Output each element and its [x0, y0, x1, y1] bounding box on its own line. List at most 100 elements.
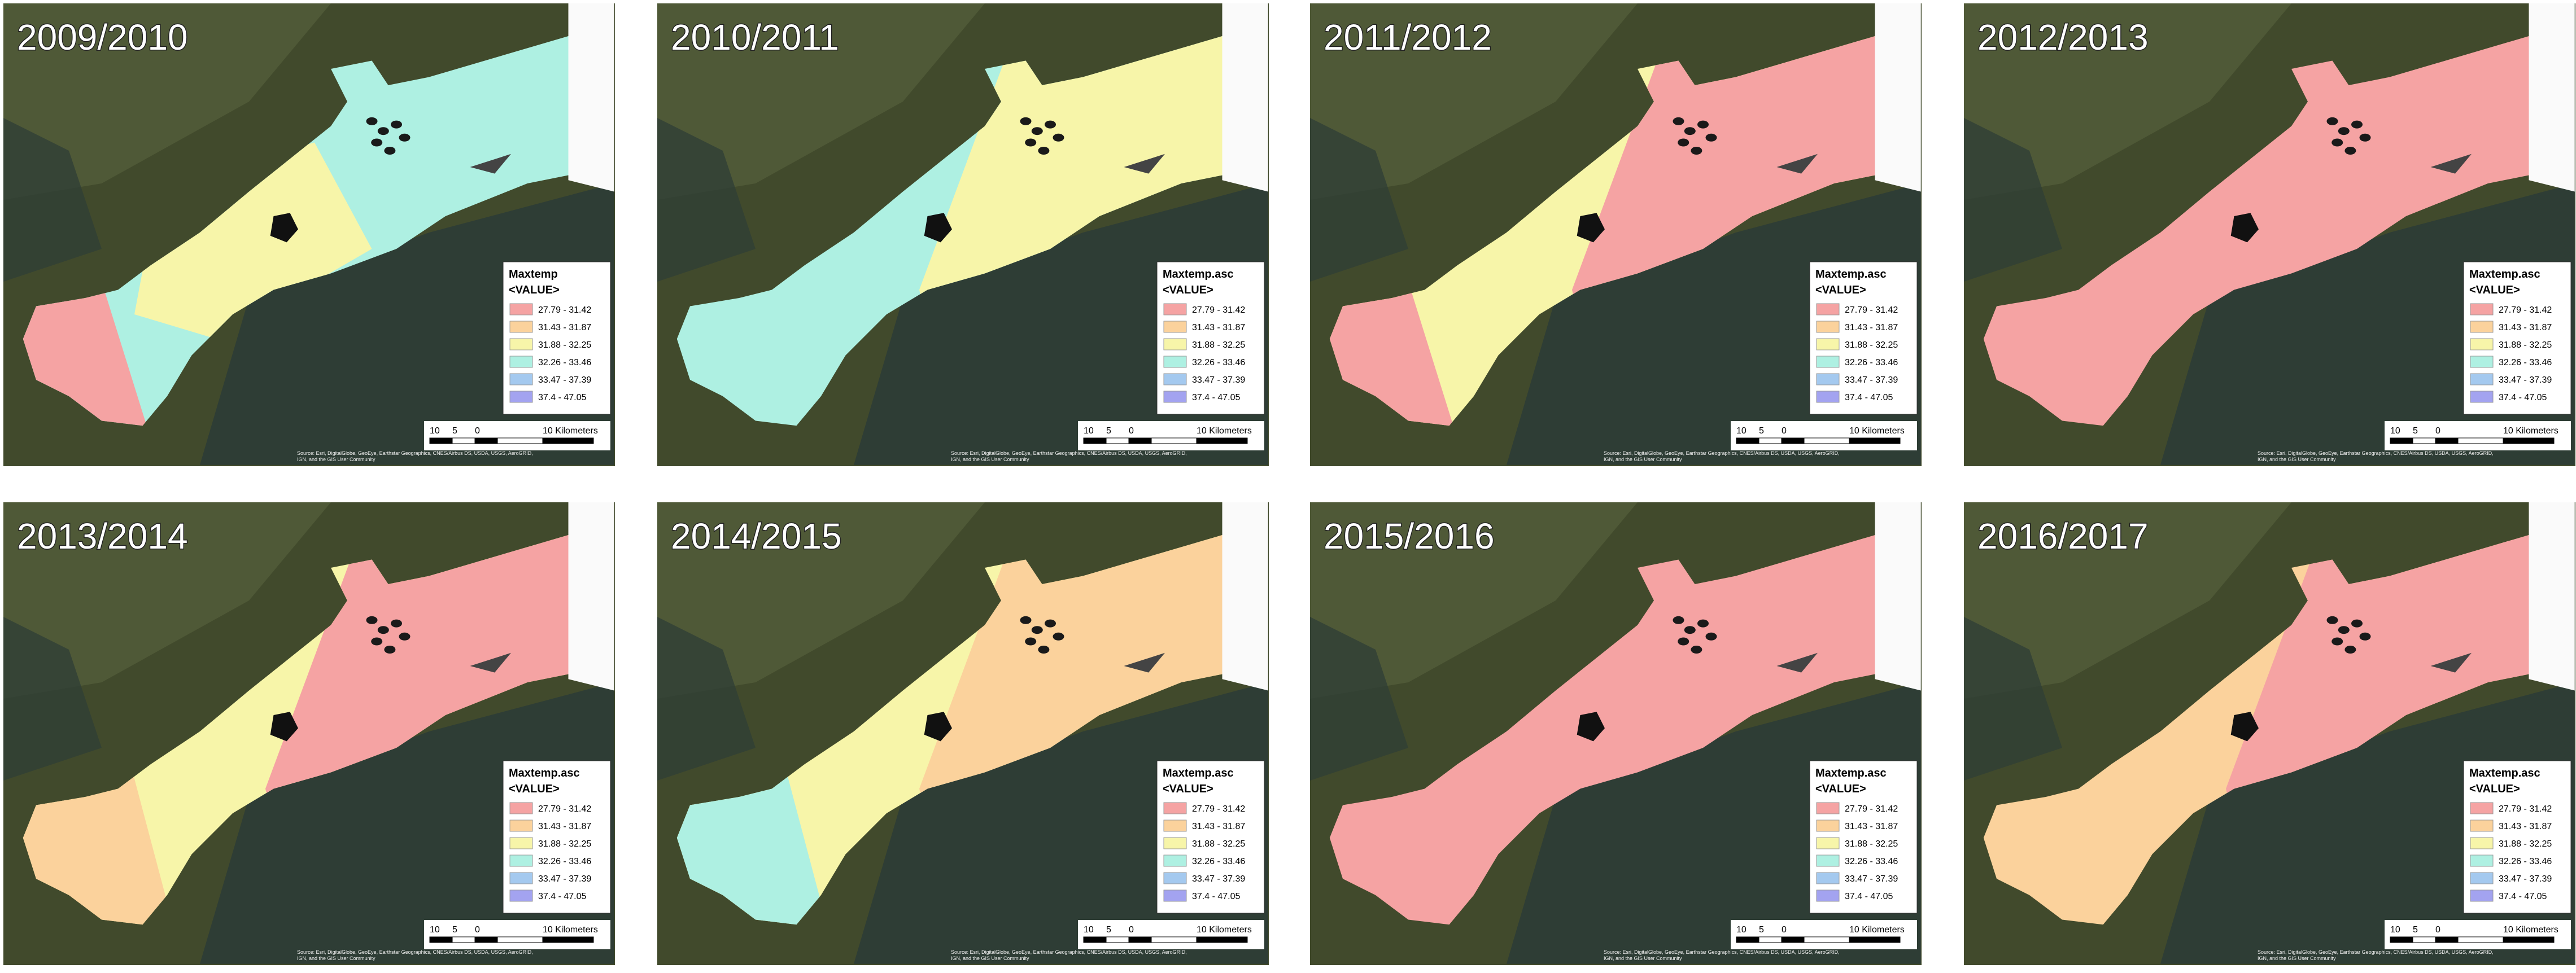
- legend-label: 31.43 - 31.87: [538, 822, 591, 831]
- scale-bg: [424, 920, 610, 949]
- panel-title: 2014/2015: [671, 516, 842, 556]
- island-cluster: [1697, 120, 1709, 129]
- legend-heading: <VALUE>: [1163, 284, 1213, 296]
- legend-swatch: [1816, 356, 1840, 368]
- attribution: IGN, and the GIS User Community: [2258, 457, 2336, 462]
- scale-bar: [2457, 936, 2504, 943]
- legend-swatch: [2470, 391, 2494, 403]
- legend-label: 32.26 - 33.46: [538, 358, 591, 367]
- scale-label: 10 Kilometers: [1849, 925, 1905, 935]
- legend-swatch: [1163, 819, 1187, 832]
- scale-bar: [1151, 437, 1197, 444]
- legend-label: 37.4 - 47.05: [1192, 892, 1241, 901]
- legend-label: 27.79 - 31.42: [2499, 804, 2552, 814]
- legend-swatch: [1816, 872, 1840, 884]
- satellite-land-light: [3, 502, 331, 699]
- island-cluster: [384, 147, 396, 155]
- map-panel: 2009/2010 Maxtemp <VALUE> 27.79 - 31.42 31.4…: [3, 3, 615, 466]
- scale-label: 10: [2390, 426, 2400, 436]
- legend-label: 27.79 - 31.42: [1845, 804, 1898, 814]
- scale-bg: [424, 421, 610, 450]
- legend-label: 31.43 - 31.87: [538, 323, 591, 332]
- island-cluster: [1025, 138, 1037, 147]
- legend-title: Maxtemp.asc: [1815, 767, 1887, 779]
- legend-label: 33.47 - 37.39: [1845, 375, 1898, 385]
- satellite-land-light: [657, 502, 985, 699]
- scale-bar: [2457, 437, 2504, 444]
- gulf-white: [568, 502, 614, 691]
- legend-label: 33.47 - 37.39: [538, 874, 591, 884]
- legend-label: 31.88 - 32.25: [1192, 839, 1245, 849]
- legend-title: Maxtemp.asc: [1815, 268, 1887, 280]
- island-cluster: [2344, 646, 2356, 654]
- island-cluster: [1684, 127, 1696, 135]
- map-panel: 2012/2013 Maxtemp.asc <VALUE> 27.79 - 31.42…: [1964, 3, 2575, 466]
- legend-box: [1809, 261, 1918, 415]
- island-cluster: [1691, 147, 1702, 155]
- legend-label: 31.43 - 31.87: [1845, 323, 1898, 332]
- island-cluster: [366, 117, 378, 125]
- legend-label: 31.88 - 32.25: [1192, 340, 1245, 350]
- legend-label: 37.4 - 47.05: [2499, 892, 2547, 901]
- legend-swatch: [2470, 373, 2494, 385]
- scale-label: 0: [2435, 426, 2440, 436]
- island: [270, 712, 298, 742]
- legend-label: 33.47 - 37.39: [1192, 874, 1245, 884]
- map-body: [1310, 502, 1922, 965]
- scale-label: 5: [1106, 925, 1111, 935]
- gulf-white: [1222, 3, 1268, 192]
- map-panel: 2011/2012 Maxtemp.asc <VALUE> 27.79 - 31.42…: [1310, 3, 1922, 466]
- jetty: [470, 154, 511, 174]
- legend-swatch: [1816, 854, 1840, 867]
- gulf-white: [1875, 502, 1921, 691]
- gulf-white: [568, 3, 614, 192]
- island-cluster: [1684, 626, 1696, 634]
- satellite-water: [657, 617, 756, 781]
- attribution: Source: Esri, DigitalGlobe, GeoEye, Eart…: [297, 949, 533, 955]
- island-cluster: [399, 133, 411, 142]
- island-cluster: [2338, 127, 2350, 135]
- legend-box: [503, 760, 611, 914]
- scale-bar: [2390, 936, 2413, 943]
- panel-title: 2013/2014: [17, 516, 188, 556]
- satellite-water: [1310, 617, 1408, 781]
- map-body: [1964, 502, 2575, 965]
- gulf-white: [1875, 3, 1921, 192]
- scale-label: 10: [1736, 925, 1747, 935]
- legend-heading: <VALUE>: [2469, 284, 2520, 296]
- island-cluster: [2344, 147, 2356, 155]
- scale-bar: [1083, 936, 1107, 943]
- attribution: Source: Esri, DigitalGlobe, GeoEye, Eart…: [951, 450, 1187, 456]
- scale-bg: [1078, 920, 1264, 949]
- legend-label: 31.43 - 31.87: [1845, 822, 1898, 831]
- legend-title: Maxtemp.asc: [2469, 767, 2540, 779]
- scale-bg: [2385, 920, 2571, 949]
- island-cluster: [1045, 619, 1056, 628]
- island-cluster: [2326, 616, 2338, 624]
- island-cluster: [1673, 616, 1684, 624]
- legend-box: [1156, 261, 1265, 415]
- jetty: [1776, 652, 1818, 673]
- scale-bar: [1151, 936, 1197, 943]
- legend-box: [1809, 760, 1918, 914]
- island-cluster: [371, 637, 383, 646]
- scale-label: 0: [475, 426, 480, 436]
- legend-swatch: [509, 837, 533, 849]
- scale-bar: [1128, 437, 1152, 444]
- panel-title: 2016/2017: [1977, 516, 2149, 556]
- island-cluster: [1053, 133, 1064, 142]
- scale-label: 10 Kilometers: [1197, 925, 1252, 935]
- legend-swatch: [1163, 889, 1187, 902]
- scale-bar: [1849, 437, 1901, 444]
- island-cluster: [377, 626, 389, 634]
- legend-swatch: [1816, 373, 1840, 385]
- legend-label: 37.4 - 47.05: [1845, 393, 1893, 402]
- legend-label: 33.47 - 37.39: [1192, 375, 1245, 385]
- legend-label: 37.4 - 47.05: [538, 892, 587, 901]
- jetty: [1124, 154, 1165, 174]
- scale-label: 10 Kilometers: [543, 925, 598, 935]
- island-cluster: [2359, 133, 2371, 142]
- legend-heading: <VALUE>: [1163, 783, 1213, 795]
- attribution: Source: Esri, DigitalGlobe, GeoEye, Eart…: [2258, 450, 2494, 456]
- scale-label: 0: [1129, 426, 1134, 436]
